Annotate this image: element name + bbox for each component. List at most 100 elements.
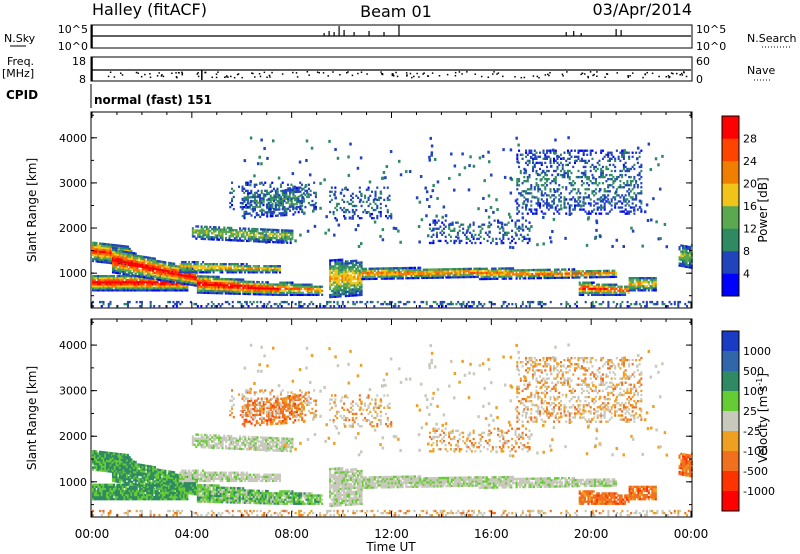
power-cell — [127, 251, 130, 254]
power-cell — [105, 249, 109, 252]
power-cell — [242, 267, 245, 270]
power-cell — [115, 265, 118, 268]
power-cell — [147, 287, 150, 290]
power-cell — [252, 206, 255, 209]
power-cell — [639, 281, 642, 284]
power-cell — [680, 250, 683, 253]
power-cell — [130, 249, 133, 253]
power-cell — [253, 195, 257, 199]
power-cell — [337, 281, 340, 284]
power-cell — [119, 285, 123, 288]
power-cell — [275, 237, 278, 240]
power-cell — [107, 289, 110, 292]
power-cell — [209, 267, 212, 270]
power-cell — [594, 285, 597, 288]
power-cell — [456, 233, 459, 237]
power-cell — [332, 273, 335, 276]
power-cell — [122, 250, 125, 253]
power-cell — [184, 287, 187, 290]
power-cell — [104, 289, 107, 292]
power-cell — [452, 276, 455, 279]
nave-dot — [431, 72, 434, 74]
power-cell — [284, 231, 287, 234]
power-cell — [575, 155, 578, 158]
power-cell — [405, 275, 408, 278]
power-cell — [578, 291, 581, 294]
power-cell — [97, 258, 100, 261]
power-cell — [268, 236, 271, 240]
power-cell — [211, 236, 214, 239]
power-cell — [564, 270, 567, 273]
power-cell — [577, 188, 580, 191]
power-cell — [631, 206, 634, 209]
power-cell — [606, 275, 609, 279]
power-cell — [134, 260, 137, 263]
power-cell — [104, 247, 107, 250]
power-cell — [97, 279, 100, 282]
power-cell — [549, 182, 552, 185]
power-cell — [93, 289, 96, 292]
power-cell — [280, 233, 283, 236]
power-cell — [153, 267, 156, 270]
power-cell — [207, 238, 210, 241]
power-cell — [559, 196, 563, 199]
power-cell — [301, 291, 304, 294]
power-cell — [209, 289, 212, 293]
power-cell — [602, 300, 605, 304]
power-cell — [210, 267, 213, 270]
power-cell — [575, 304, 578, 308]
power-cell — [255, 201, 258, 205]
power-cell — [203, 291, 206, 294]
power-cell — [315, 285, 318, 288]
power-cell — [516, 202, 519, 205]
power-cell — [361, 277, 364, 281]
power-cell — [273, 287, 276, 290]
power-cell — [218, 230, 221, 233]
power-cell — [554, 196, 557, 199]
power-cell — [141, 263, 144, 267]
power-cell — [272, 236, 275, 240]
power-cell — [527, 275, 530, 278]
nsky-strip-frame — [90, 24, 693, 49]
power-cell — [548, 274, 551, 278]
power-cell — [167, 267, 170, 271]
power-cell — [289, 241, 292, 245]
power-cell — [338, 304, 341, 308]
power-cell — [228, 269, 231, 272]
power-cell — [639, 287, 642, 290]
power-cell — [571, 268, 574, 271]
power-cell — [245, 292, 248, 296]
power-cell — [586, 175, 589, 179]
power-cell — [112, 274, 116, 278]
power-cell — [582, 204, 585, 207]
power-cell — [429, 272, 432, 275]
power-cell — [410, 274, 413, 278]
power-cell — [503, 271, 506, 274]
power-cell — [348, 276, 351, 279]
power-cell — [366, 277, 369, 281]
power-cell — [252, 284, 255, 288]
power-cell — [164, 261, 167, 264]
power-cell — [129, 267, 132, 271]
power-cell — [287, 187, 290, 190]
power-cell — [113, 253, 116, 256]
power-cell — [391, 277, 394, 280]
power-cell — [100, 300, 103, 304]
power-cell — [587, 287, 590, 290]
power-cell — [162, 260, 165, 264]
power-cell — [244, 235, 247, 238]
power-cell — [273, 236, 276, 240]
power-cell — [232, 233, 235, 236]
nave-dot — [497, 72, 500, 74]
power-cell — [455, 272, 458, 275]
power-cell — [273, 293, 276, 296]
power-cell — [619, 302, 622, 306]
power-cell — [329, 265, 332, 268]
power-cell — [366, 271, 369, 275]
nave-dot — [351, 74, 354, 77]
power-cell — [575, 159, 578, 163]
nave-dot — [548, 74, 550, 77]
power-cell — [341, 262, 344, 265]
power-cell — [398, 275, 401, 278]
nave-dot — [162, 75, 165, 78]
